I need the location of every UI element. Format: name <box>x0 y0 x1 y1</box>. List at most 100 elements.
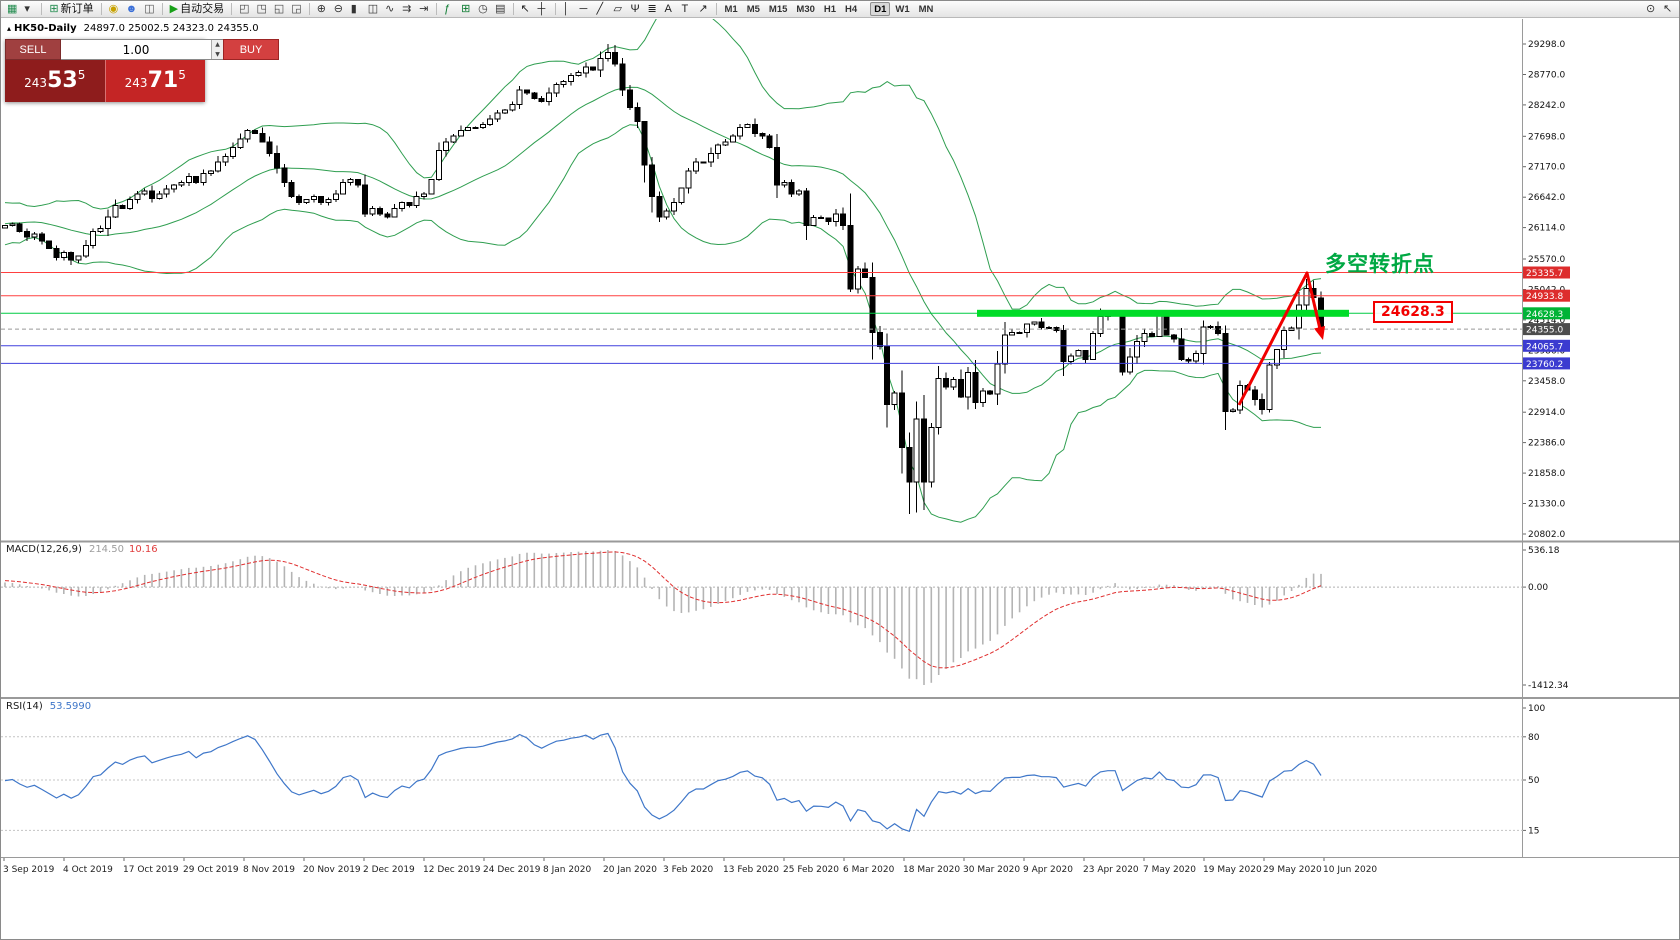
timeframe-M1[interactable]: M1 <box>721 2 742 16</box>
rsi-name: RSI(14) <box>6 701 43 712</box>
date-axis-label: 10 Jun 2020 <box>1323 865 1377 875</box>
line-chart-mode-icon[interactable]: ∿ <box>382 2 398 17</box>
annotation-text[interactable]: 多空转折点 <box>1325 252 1435 276</box>
price-axis-label: 25570.0 <box>1528 255 1565 265</box>
price-axis-label: 24514.0 <box>1528 316 1565 326</box>
horizontal-line-icon[interactable]: ─ <box>577 2 593 17</box>
profile-icon[interactable]: ☻ <box>123 2 141 17</box>
market-watch-icon[interactable]: ◫ <box>141 2 157 17</box>
macd-main-value: 214.50 <box>88 544 124 555</box>
arrows-tool-icon[interactable]: ↗ <box>696 2 712 17</box>
bar-chart-mode-icon[interactable]: ▮ <box>348 2 364 17</box>
crosshair-icon[interactable]: ┼ <box>535 2 551 17</box>
timeframe-M30[interactable]: M30 <box>792 2 818 16</box>
timeframe-H4[interactable]: H4 <box>841 2 861 16</box>
price-tag-text: 24628.3 <box>1526 310 1563 320</box>
new-chart-icon[interactable]: ▦ <box>4 2 20 17</box>
toolbar-separator <box>100 3 102 15</box>
indicators-icon[interactable]: ƒ <box>441 2 457 17</box>
symbol-marker-icon: ▴ <box>7 24 12 33</box>
timeframe-M5[interactable]: M5 <box>743 2 764 16</box>
bollinger-bands <box>4 19 1322 523</box>
text-tool-icon[interactable]: A <box>662 2 678 17</box>
price-axis-label: 26114.0 <box>1528 224 1565 234</box>
auto-scroll-icon[interactable]: ⇉ <box>399 2 415 17</box>
timeframe-MN[interactable]: MN <box>915 2 938 16</box>
toolbar-separator <box>512 3 514 15</box>
tile-windows-icon[interactable]: ◰ <box>236 2 252 17</box>
zoom-out-icon[interactable]: ⊖ <box>331 2 347 17</box>
volume-increase-icon[interactable]: ▲ <box>212 40 223 50</box>
rsi-axis-label: 50 <box>1528 776 1540 786</box>
price-axis-label: 26642.0 <box>1528 193 1565 203</box>
templates-icon[interactable]: ▤ <box>492 2 508 17</box>
date-axis-label: 3 Sep 2019 <box>3 865 55 875</box>
bar-chart-mode-icon: ▮ <box>350 2 357 15</box>
pitchfork-icon[interactable]: Ψ <box>628 2 644 17</box>
volume-decrease-icon[interactable]: ▼ <box>212 49 223 59</box>
date-axis-label: 6 Mar 2020 <box>843 865 895 875</box>
rsi-axis-label: 15 <box>1528 826 1539 836</box>
pointer-icon: ↖ <box>1663 2 1673 15</box>
chevron-down-icon: ▾ <box>24 2 30 15</box>
price-axis <box>1523 43 1526 535</box>
zoom-in-icon[interactable]: ⊕ <box>314 2 330 17</box>
cascade-windows-icon[interactable]: ◳ <box>253 2 269 17</box>
price-level-label[interactable]: 24628.3 <box>1373 301 1453 323</box>
label-tool-icon: T <box>681 2 689 15</box>
toolbar-separator <box>308 3 310 15</box>
indicators-icon: ƒ <box>444 2 451 15</box>
periods-icon[interactable]: ◷ <box>475 2 491 17</box>
new-order-button[interactable]: ⊞ 新订单 <box>46 2 96 17</box>
tile-horizontal-icon[interactable]: ◱ <box>271 2 287 17</box>
cursor-icon[interactable]: ↖ <box>518 2 534 17</box>
timeframe-D1[interactable]: D1 <box>870 2 891 16</box>
candlestick-mode-icon[interactable]: ◫ <box>365 2 381 17</box>
volume-stepper[interactable]: ▲ ▼ <box>211 40 223 59</box>
timeframe-W1[interactable]: W1 <box>891 2 913 16</box>
date-axis-label: 20 Jan 2020 <box>603 865 657 875</box>
chevron-down-icon[interactable]: ▾ <box>21 2 37 17</box>
price-axis-label: 22914.0 <box>1528 408 1565 418</box>
tile-windows-icon: ◰ <box>239 2 250 15</box>
label-tool-icon[interactable]: T <box>679 2 695 17</box>
bollinger-upper-band <box>4 19 1322 310</box>
timeframe-M15[interactable]: M15 <box>765 2 791 16</box>
auto-trading-button[interactable]: ▶ 自动交易 <box>167 2 227 17</box>
trendline-icon[interactable]: ╱ <box>594 2 610 17</box>
symbol-period-label: HK50-Daily <box>14 23 77 34</box>
timeframe-H1[interactable]: H1 <box>820 2 840 16</box>
toolbar-separator <box>41 3 43 15</box>
price-tag-24933.8 <box>1523 289 1570 302</box>
trend-arrow[interactable] <box>1237 271 1325 406</box>
buy-button[interactable]: BUY <box>223 39 279 60</box>
fibonacci-icon[interactable]: ≣ <box>645 2 661 17</box>
candlestick-mode-icon: ◫ <box>367 2 379 15</box>
buy-price[interactable]: 243715 <box>104 60 205 102</box>
vertical-line-icon[interactable]: │ <box>560 2 576 17</box>
cascade-windows-icon: ◳ <box>256 2 267 15</box>
macd-axis-label: 536.18 <box>1528 546 1560 556</box>
date-axis-label: 23 Apr 2020 <box>1083 865 1139 875</box>
tile-vertical-icon[interactable]: ◲ <box>288 2 304 17</box>
support-highlight-segment[interactable] <box>977 309 1349 317</box>
pointer-icon[interactable]: ↖ <box>1660 2 1676 17</box>
add-indicator-icon[interactable]: ⊞ <box>458 2 474 17</box>
channel-icon[interactable]: ▱ <box>611 2 627 17</box>
search-icon[interactable]: ⊙ <box>1643 2 1659 17</box>
date-axis-label: 29 Oct 2019 <box>183 865 239 875</box>
market-watch-icon: ◫ <box>144 2 155 15</box>
price-tag-text: 24933.8 <box>1526 292 1563 302</box>
account-history-icon[interactable]: ◉ <box>106 2 122 17</box>
volume-input[interactable] <box>61 40 211 59</box>
chart-shift-icon[interactable]: ⇥ <box>416 2 432 17</box>
date-axis-label: 8 Nov 2019 <box>243 865 295 875</box>
periods-icon: ◷ <box>478 2 488 15</box>
sell-price[interactable]: 243535 <box>5 60 105 102</box>
search-icon: ⊙ <box>1646 2 1656 15</box>
toolbar-separator <box>554 3 556 15</box>
rsi-axis-label: 80 <box>1528 733 1540 743</box>
sell-button[interactable]: SELL <box>5 39 61 60</box>
